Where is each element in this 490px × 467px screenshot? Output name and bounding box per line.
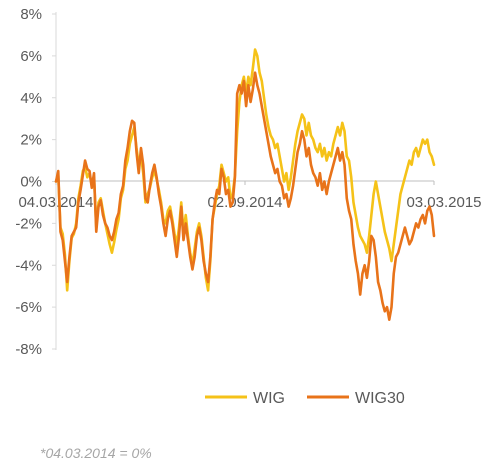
y-tick-label: -8% (15, 341, 42, 358)
legend-label: WIG (253, 390, 285, 407)
y-axis-ticks: 8% 6% 4% 2% 0% -2% -4% -6% -8% (15, 6, 56, 358)
x-tick-label: 03.03.2015 (406, 194, 481, 211)
y-tick-label: 0% (20, 174, 42, 191)
x-axis-ticks: 04.03.2014 02.09.2014 03.03.2015 (18, 181, 482, 211)
series-layer (54, 48, 436, 321)
y-tick-label: -4% (15, 257, 42, 274)
x-tick-label: 04.03.2014 (18, 194, 93, 211)
y-tick-label: -6% (15, 299, 42, 316)
x-tick-label: 02.09.2014 (207, 194, 282, 211)
y-tick-label: 2% (20, 132, 42, 149)
footnote: *04.03.2014 = 0% (40, 445, 152, 461)
y-tick-label: 6% (20, 48, 42, 65)
y-tick-label: 8% (20, 6, 42, 23)
y-tick-label: -2% (15, 215, 42, 232)
legend-label: WIG30 (355, 390, 405, 407)
legend: WIG WIG30 (205, 390, 405, 407)
series-line-wig30 (54, 71, 436, 321)
y-tick-label: 4% (20, 90, 42, 107)
